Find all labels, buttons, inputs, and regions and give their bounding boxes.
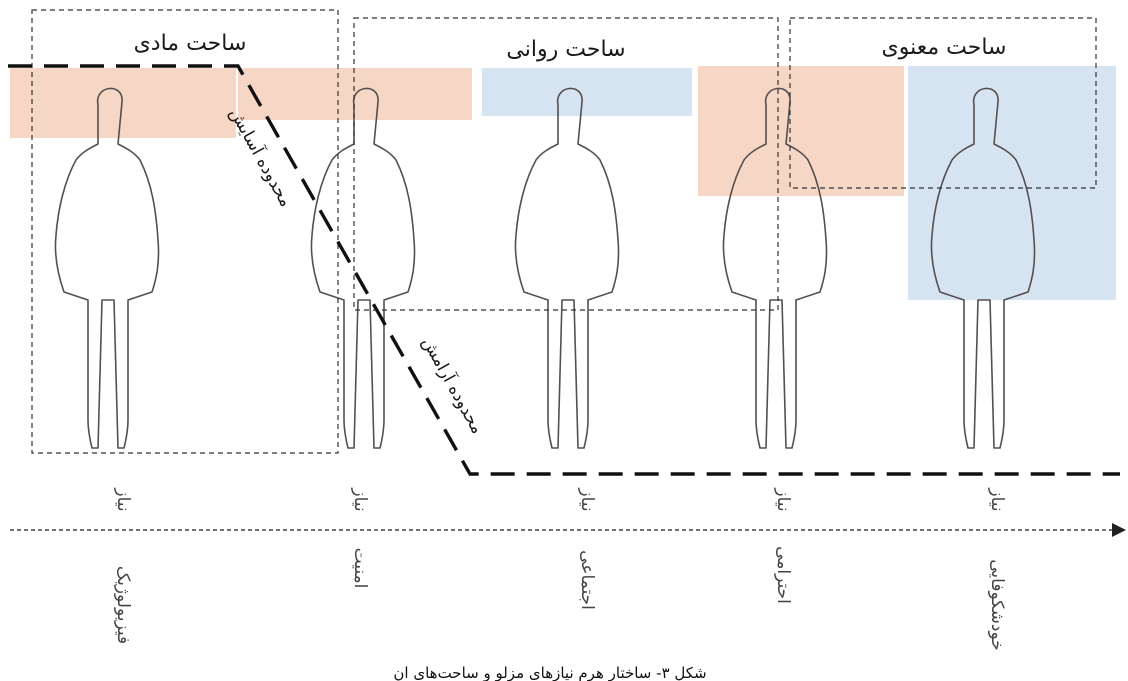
figure-safety [310,87,416,449]
region-title-material: ساحت مادی [134,31,247,56]
region-box-spiritual [789,17,1097,189]
need-bottom-label: احترامی [773,546,793,604]
highlight-social [482,68,692,116]
region-title-spiritual: ساحت معنوی [882,35,1007,60]
need-top-label: نیاز [113,487,133,511]
need-physiological: نیاز فیزیولوژیک [113,487,133,644]
need-top-label: نیاز [350,487,370,511]
need-bottom-label: خودشکوفایی [987,559,1007,650]
need-bottom-label: اجتماعی [577,550,597,610]
boundary-line [8,64,1120,476]
need-esteem: نیاز احترامی [773,487,793,604]
highlight-esteem [698,66,904,196]
region-title-psychological: ساحت روانی [506,37,625,62]
region-box-material [31,9,339,454]
need-top-label: نیاز [773,487,793,511]
figure-caption: شکل ۳- ساختار هرم نیازهای مزلو و ساحت‌ها… [393,666,707,681]
need-top-label: نیاز [577,487,597,511]
need-social: نیاز اجتماعی [577,487,597,609]
need-top-label: نیاز [987,487,1007,511]
highlight-self-actualization [908,66,1116,300]
need-safety: نیاز امنیت [350,487,370,588]
highlight-physiological [10,68,236,138]
figure-physiological [54,87,160,449]
need-bottom-label: فیزیولوژیک [113,566,133,644]
figure-social [514,87,620,449]
region-box-psychological [353,17,779,311]
boundary-label-tranquility: محدوده آرامش [418,333,489,438]
axis-arrowhead-icon [1112,523,1126,537]
need-bottom-label: امنیت [350,548,370,589]
need-self-actualization: نیاز خودشکوفایی [987,487,1007,650]
